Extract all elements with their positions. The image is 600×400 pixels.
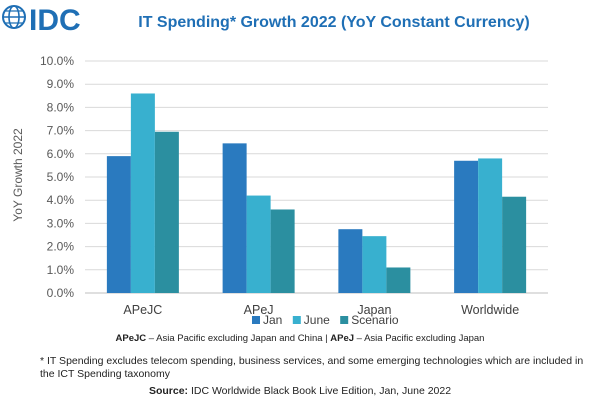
- y-tick-label: 4.0%: [47, 193, 75, 207]
- source-note: Source: IDC Worldwide Black Book Live Ed…: [0, 385, 600, 397]
- bar-june-japan: [362, 236, 387, 293]
- y-tick-labels: 0.0% 1.0% 2.0% 3.0% 4.0% 5.0% 6.0% 7.0% 8.0% 9.0%…: [40, 54, 74, 300]
- source-text: IDC Worldwide Black Book Live Edition, J…: [188, 385, 452, 397]
- source-label: Source:: [148, 385, 189, 397]
- y-tick-label: 2.0%: [47, 240, 75, 254]
- legend-label-jan: Jan: [263, 313, 282, 327]
- y-tick-label: 7.0%: [47, 124, 75, 138]
- legend: Jan June Scenario: [252, 313, 399, 327]
- bar-scenario-apejc: [154, 131, 179, 293]
- category-label: APeJC: [123, 303, 162, 317]
- abbreviation-note: APeJC – Asia Pacific excluding Japan and…: [0, 333, 600, 344]
- chart-title: IT Spending* Growth 2022 (YoY Constant C…: [138, 14, 529, 31]
- bar-scenario-japan: [386, 267, 411, 293]
- category-labels: APeJC APeJ Japan Worldwide: [123, 303, 519, 317]
- category-label: Japan: [357, 303, 391, 317]
- bar-jan-apej: [222, 143, 247, 293]
- y-tick-label: 8.0%: [47, 100, 75, 114]
- abbr-1-def: – Asia Pacific excluding Japan and China…: [146, 333, 331, 344]
- footnote: * IT Spending excludes telecom spending,…: [40, 355, 584, 380]
- bar-june-worldwide: [478, 158, 503, 293]
- legend-label-scenario: Scenario: [351, 313, 399, 327]
- category-label: APeJ: [244, 303, 274, 317]
- bar-june-apej: [246, 195, 271, 293]
- bar-jan-worldwide: [454, 160, 479, 293]
- y-tick-label: 1.0%: [47, 263, 75, 277]
- legend-swatch-june: [292, 316, 301, 324]
- legend-swatch-scenario: [340, 316, 349, 324]
- abbr-1-term: APeJC: [115, 333, 147, 344]
- y-tick-label: 3.0%: [47, 216, 75, 230]
- chart: IDC IT Spending* Growth 2022 (YoY Consta…: [2, 4, 548, 327]
- legend-label-june: June: [304, 313, 330, 327]
- y-tick-label: 0.0%: [47, 286, 75, 300]
- bar-jan-apejc: [106, 156, 131, 293]
- abbr-2-def: – Asia Pacific excluding Japan: [354, 333, 485, 344]
- bar-scenario-worldwide: [502, 196, 527, 293]
- idc-logo: IDC: [2, 4, 81, 37]
- legend-swatch-jan: [252, 316, 260, 324]
- y-tick-label: 10.0%: [40, 54, 74, 68]
- abbr-2-term: APeJ: [330, 333, 355, 344]
- globe-icon: [2, 5, 26, 29]
- logo-text: IDC: [29, 4, 81, 37]
- bars: [106, 93, 527, 293]
- category-label: Worldwide: [461, 303, 519, 317]
- y-tick-label: 9.0%: [47, 77, 75, 91]
- y-axis-label: YoY Growth 2022: [11, 128, 25, 222]
- y-tick-label: 5.0%: [47, 170, 75, 184]
- bar-june-apejc: [130, 93, 155, 293]
- y-tick-label: 6.0%: [47, 147, 75, 161]
- bar-scenario-apej: [270, 209, 295, 293]
- bar-jan-japan: [338, 229, 363, 293]
